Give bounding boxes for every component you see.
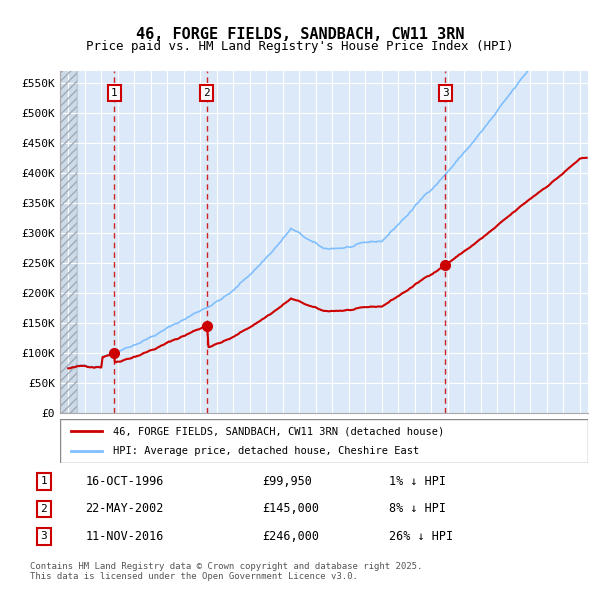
Text: 2: 2 (40, 504, 47, 514)
Text: 46, FORGE FIELDS, SANDBACH, CW11 3RN: 46, FORGE FIELDS, SANDBACH, CW11 3RN (136, 27, 464, 41)
Text: 3: 3 (442, 88, 449, 98)
Text: Contains HM Land Registry data © Crown copyright and database right 2025.
This d: Contains HM Land Registry data © Crown c… (30, 562, 422, 581)
Text: £145,000: £145,000 (262, 502, 319, 516)
Text: £99,950: £99,950 (262, 475, 312, 488)
Text: 3: 3 (40, 531, 47, 541)
Text: 22-MAY-2002: 22-MAY-2002 (85, 502, 164, 516)
Text: 46, FORGE FIELDS, SANDBACH, CW11 3RN (detached house): 46, FORGE FIELDS, SANDBACH, CW11 3RN (de… (113, 427, 444, 436)
Text: £246,000: £246,000 (262, 530, 319, 543)
Text: Price paid vs. HM Land Registry's House Price Index (HPI): Price paid vs. HM Land Registry's House … (86, 40, 514, 53)
Text: 1: 1 (111, 88, 118, 98)
Text: 11-NOV-2016: 11-NOV-2016 (85, 530, 164, 543)
Text: 1: 1 (40, 477, 47, 487)
Text: 26% ↓ HPI: 26% ↓ HPI (389, 530, 453, 543)
Text: HPI: Average price, detached house, Cheshire East: HPI: Average price, detached house, Ches… (113, 446, 419, 455)
Text: 8% ↓ HPI: 8% ↓ HPI (389, 502, 446, 516)
Text: 16-OCT-1996: 16-OCT-1996 (85, 475, 164, 488)
FancyBboxPatch shape (60, 419, 588, 463)
Text: 1% ↓ HPI: 1% ↓ HPI (389, 475, 446, 488)
Text: 2: 2 (203, 88, 210, 98)
